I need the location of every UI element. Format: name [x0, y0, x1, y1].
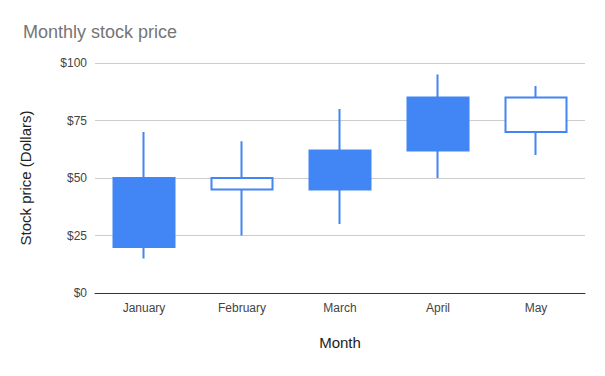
svg-text:March: March: [323, 301, 356, 315]
svg-text:$50: $50: [67, 171, 87, 185]
svg-text:Monthly stock price: Monthly stock price: [23, 22, 177, 42]
svg-text:$100: $100: [60, 56, 87, 70]
svg-text:$25: $25: [67, 229, 87, 243]
svg-text:$75: $75: [67, 114, 87, 128]
svg-text:Month: Month: [319, 334, 361, 351]
svg-text:February: February: [218, 301, 266, 315]
svg-text:April: April: [426, 301, 450, 315]
svg-text:May: May: [525, 301, 548, 315]
svg-text:Stock price (Dollars): Stock price (Dollars): [17, 110, 34, 245]
svg-text:$0: $0: [74, 286, 88, 300]
svg-text:January: January: [123, 301, 166, 315]
